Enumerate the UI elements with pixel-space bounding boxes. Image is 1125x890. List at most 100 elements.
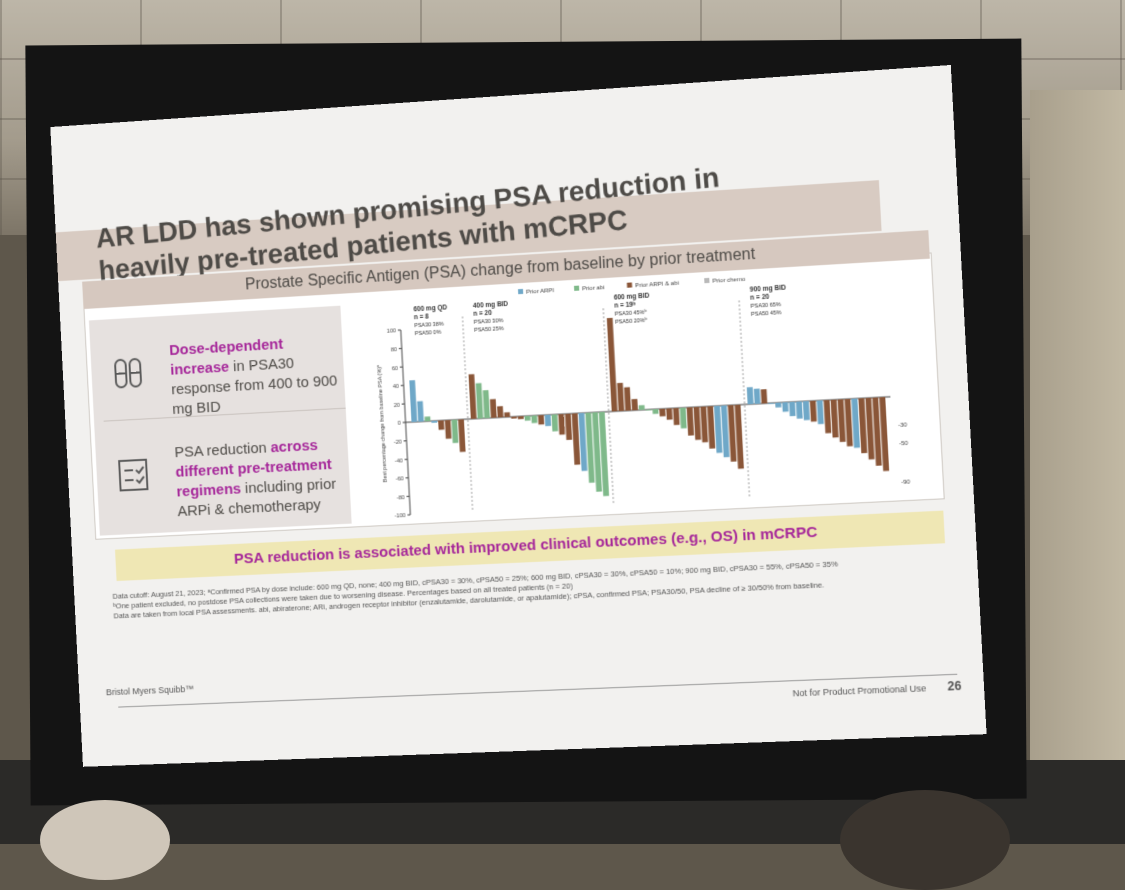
reference-label: -90 bbox=[901, 479, 911, 486]
data-bar bbox=[558, 414, 565, 435]
data-bar bbox=[483, 390, 490, 418]
presentation-slide: AR LDD has shown promising PSA reduction… bbox=[50, 65, 986, 767]
group-label: PSA30 30% bbox=[474, 318, 504, 326]
data-bar bbox=[844, 399, 852, 447]
data-bar bbox=[666, 408, 672, 420]
group-label: PSA50 20%ᵇ bbox=[615, 318, 647, 326]
group-label: PSA30 45%ᵇ bbox=[615, 310, 647, 318]
psa-waterfall-chart: 100 80 60 40 20 0 -20 -40 -60 -80 -100 Best percent… bbox=[359, 259, 937, 523]
data-bar bbox=[694, 407, 702, 440]
group-label: 600 mg QD bbox=[413, 304, 447, 313]
data-bar bbox=[659, 409, 665, 417]
data-bar bbox=[803, 401, 810, 420]
data-bar bbox=[552, 414, 559, 431]
data-bar bbox=[653, 409, 659, 414]
data-bar bbox=[445, 420, 452, 439]
y-tick-label: -100 bbox=[395, 513, 406, 520]
y-tick-label: 40 bbox=[393, 384, 399, 390]
data-bar bbox=[775, 403, 781, 408]
page-number: 26 bbox=[947, 679, 962, 694]
data-bar bbox=[565, 414, 572, 440]
company-logo: Bristol Myers Squibb™ bbox=[106, 684, 194, 697]
key-point-dose-text: Dose-dependent increase in PSA30 respons… bbox=[169, 332, 343, 420]
y-tick-label: -20 bbox=[394, 440, 402, 446]
y-tick-label: -80 bbox=[397, 495, 405, 501]
data-bar bbox=[538, 415, 544, 425]
y-tick-label: 100 bbox=[387, 329, 396, 336]
legend-label: Prior abi bbox=[582, 285, 605, 292]
data-bar bbox=[817, 400, 824, 424]
key-point-regimens: PSA reduction across different pre-treat… bbox=[104, 417, 346, 528]
key-point-dose: Dose-dependent increase in PSA30 respons… bbox=[99, 314, 341, 426]
data-bar bbox=[789, 402, 796, 416]
data-bar bbox=[810, 401, 817, 422]
y-tick-label: 20 bbox=[394, 403, 400, 409]
group-label: PSA50 45% bbox=[751, 310, 782, 318]
audience-head-left bbox=[40, 800, 170, 880]
data-bar bbox=[831, 400, 839, 438]
key-points-box: Dose-dependent increase in PSA30 respons… bbox=[89, 306, 352, 536]
right-wall bbox=[1030, 90, 1125, 844]
data-bar bbox=[607, 318, 618, 412]
group-label: PSA50 0% bbox=[415, 330, 442, 338]
data-bar bbox=[624, 387, 631, 411]
data-bar bbox=[469, 374, 477, 419]
checklist-icon bbox=[113, 454, 153, 495]
data-bar bbox=[531, 415, 537, 423]
data-bar bbox=[504, 412, 510, 417]
y-tick-label: -40 bbox=[395, 458, 403, 464]
group-label: PSA30 38% bbox=[414, 321, 444, 329]
group-label: PSA50 25% bbox=[474, 326, 504, 334]
group-label: n = 20 bbox=[473, 310, 492, 318]
data-bar bbox=[545, 415, 551, 426]
legend-swatch bbox=[574, 286, 579, 291]
data-bar bbox=[824, 400, 832, 433]
y-tick-label: -60 bbox=[396, 477, 404, 483]
data-bar bbox=[714, 406, 722, 453]
data-bar bbox=[673, 408, 680, 425]
data-bar bbox=[431, 421, 437, 423]
pill-capsule-icon bbox=[108, 353, 148, 394]
waterfall-chart-svg: 100 80 60 40 20 0 -20 -40 -60 -80 -100 Best percent… bbox=[359, 259, 937, 523]
reference-label: -30 bbox=[898, 422, 908, 429]
data-bar bbox=[707, 406, 715, 449]
data-bar bbox=[700, 406, 708, 442]
group-label: n = 20 bbox=[750, 294, 770, 302]
data-bar bbox=[476, 383, 484, 419]
data-bar bbox=[632, 399, 638, 411]
legend-swatch bbox=[518, 289, 523, 294]
data-bar bbox=[639, 405, 645, 410]
data-bar bbox=[796, 401, 803, 418]
data-bar bbox=[452, 420, 459, 443]
data-bar bbox=[511, 416, 517, 418]
reference-label: -50 bbox=[899, 441, 909, 448]
data-bar bbox=[838, 399, 846, 442]
group-label: PSA30 65% bbox=[751, 302, 782, 310]
legend-label: Prior ARPI bbox=[526, 288, 555, 296]
data-bar bbox=[458, 419, 465, 452]
data-bar bbox=[525, 416, 531, 421]
disclaimer-label: Not for Product Promotional Use bbox=[792, 683, 926, 698]
legend-swatch bbox=[627, 282, 632, 287]
y-axis-label: Best percentage change from baseline PSA… bbox=[377, 364, 389, 483]
data-bar bbox=[490, 399, 497, 418]
group-label: n = 8 bbox=[414, 313, 430, 321]
data-bar bbox=[518, 416, 524, 419]
data-bar bbox=[747, 387, 754, 404]
data-bar bbox=[782, 402, 788, 412]
data-bar bbox=[687, 407, 694, 435]
data-bar bbox=[617, 383, 624, 411]
group-label: 400 mg BID bbox=[473, 301, 509, 310]
key-point-regimens-text: PSA reduction across different pre-treat… bbox=[174, 435, 348, 522]
audience-head-right bbox=[840, 790, 1010, 890]
y-tick-label: 60 bbox=[392, 366, 398, 372]
legend-swatch bbox=[704, 278, 709, 283]
data-bar bbox=[425, 416, 431, 421]
data-bar bbox=[417, 401, 424, 422]
key-point-regimens-pre: PSA reduction bbox=[174, 439, 271, 461]
data-bar bbox=[761, 389, 768, 403]
data-bar bbox=[851, 398, 860, 447]
y-tick-label: 80 bbox=[391, 347, 397, 353]
data-bar bbox=[680, 408, 687, 429]
y-tick-label: 0 bbox=[398, 421, 401, 427]
